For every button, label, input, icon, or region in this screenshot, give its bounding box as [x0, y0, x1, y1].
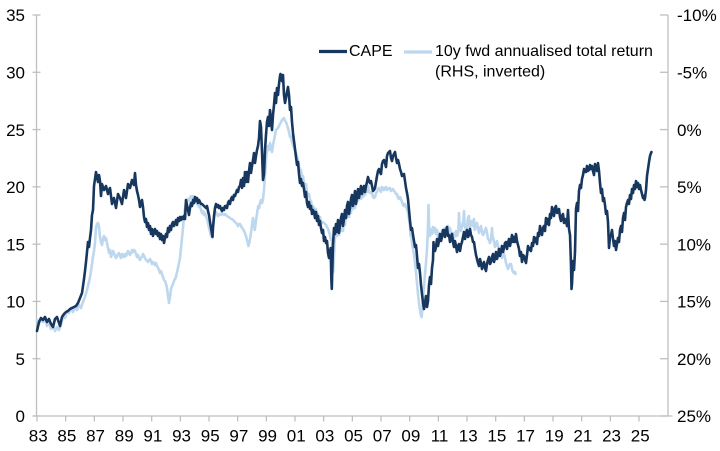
svg-text:89: 89 [115, 427, 134, 446]
svg-text:10: 10 [6, 293, 25, 312]
svg-text:20%: 20% [677, 350, 711, 369]
svg-text:25: 25 [6, 121, 25, 140]
svg-text:05: 05 [344, 427, 363, 446]
svg-text:15: 15 [487, 427, 506, 446]
svg-text:0: 0 [16, 407, 25, 426]
svg-text:17: 17 [516, 427, 535, 446]
svg-text:0%: 0% [677, 121, 702, 140]
svg-text:10%: 10% [677, 235, 711, 254]
svg-text:CAPE: CAPE [349, 43, 393, 60]
svg-text:83: 83 [29, 427, 48, 446]
svg-text:07: 07 [373, 427, 392, 446]
svg-text:20: 20 [6, 178, 25, 197]
svg-text:15%: 15% [677, 293, 711, 312]
svg-text:87: 87 [86, 427, 105, 446]
svg-text:-5%: -5% [677, 63, 707, 82]
svg-text:25: 25 [631, 427, 650, 446]
svg-text:10y fwd annualised total retur: 10y fwd annualised total return [435, 43, 653, 60]
svg-text:25%: 25% [677, 407, 711, 426]
svg-text:21: 21 [573, 427, 592, 446]
svg-text:15: 15 [6, 235, 25, 254]
svg-text:(RHS, inverted): (RHS, inverted) [435, 63, 545, 80]
svg-text:95: 95 [201, 427, 220, 446]
svg-text:03: 03 [315, 427, 334, 446]
svg-text:-10%: -10% [677, 6, 717, 25]
svg-text:91: 91 [143, 427, 162, 446]
svg-text:01: 01 [287, 427, 306, 446]
svg-text:85: 85 [57, 427, 76, 446]
svg-text:93: 93 [172, 427, 191, 446]
svg-text:09: 09 [401, 427, 420, 446]
svg-text:99: 99 [258, 427, 277, 446]
svg-text:97: 97 [229, 427, 248, 446]
svg-text:5%: 5% [677, 178, 702, 197]
svg-text:30: 30 [6, 63, 25, 82]
svg-text:35: 35 [6, 6, 25, 25]
svg-text:13: 13 [459, 427, 478, 446]
svg-text:19: 19 [545, 427, 564, 446]
svg-text:23: 23 [602, 427, 621, 446]
svg-text:5: 5 [16, 350, 25, 369]
svg-text:11: 11 [431, 427, 449, 446]
